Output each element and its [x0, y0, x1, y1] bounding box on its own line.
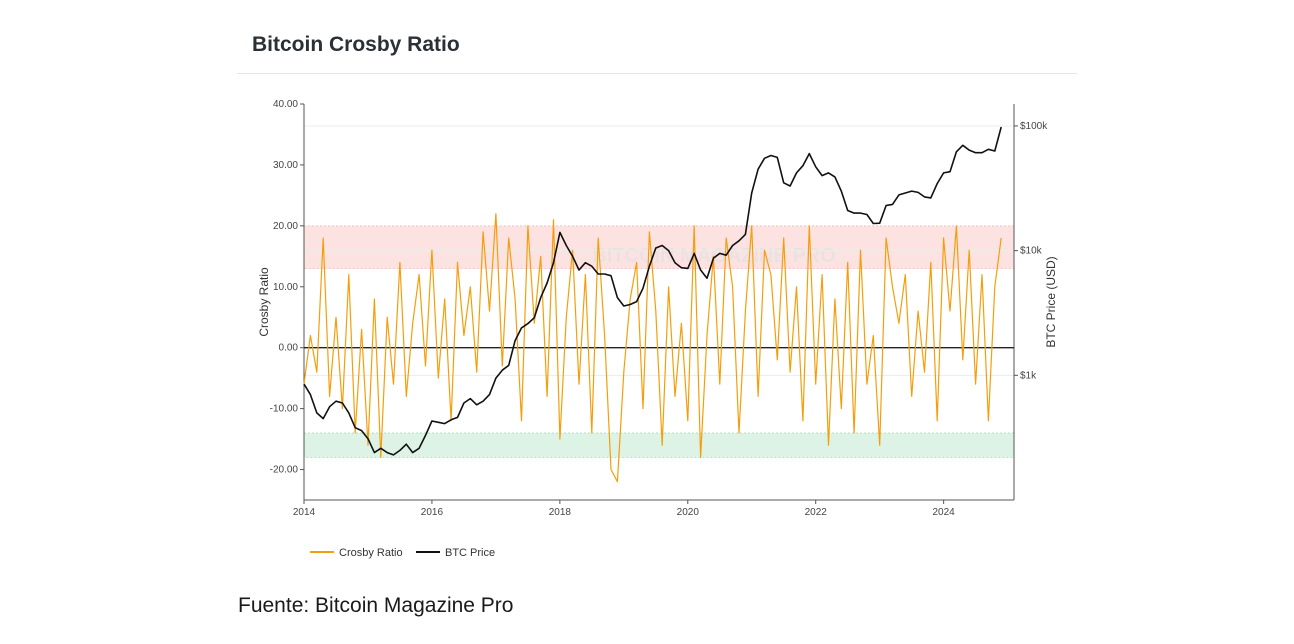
x-tick-label: 2016 — [421, 507, 444, 518]
legend-label: Crosby Ratio — [339, 547, 403, 559]
tick-labels: 2014 2016 2018 2020 2022 2024 40.00 30.00 20.00 1… — [270, 99, 1049, 518]
x-tick-label: 2014 — [293, 507, 316, 518]
y-tick-label-left: -10.00 — [270, 404, 299, 415]
y-axis-left-label: Crosby Ratio — [257, 267, 271, 337]
chart-title: Bitcoin Crosby Ratio — [252, 33, 460, 56]
y-tick-label-left: 20.00 — [273, 221, 298, 232]
y-tick-label-right: $100k — [1020, 121, 1048, 132]
legend: Crosby Ratio BTC Price — [310, 547, 495, 559]
title-divider — [237, 73, 1077, 74]
y-tick-label-left: 30.00 — [273, 160, 298, 171]
axes — [303, 104, 1015, 501]
band-oversold — [303, 432, 1015, 458]
y-axis-right-label: BTC Price (USD) — [1044, 256, 1058, 347]
series-btc-price — [303, 126, 1002, 456]
source-caption: Fuente: Bitcoin Magazine Pro — [238, 594, 514, 617]
x-tick-label: 2024 — [933, 507, 956, 518]
y-tick-label-left: 40.00 — [273, 99, 298, 110]
y-tick-label-right: $1k — [1020, 370, 1037, 381]
x-tick-label: 2018 — [549, 507, 572, 518]
legend-label: BTC Price — [445, 547, 495, 559]
threshold-bands — [303, 225, 1015, 458]
y-tick-label-left: -20.00 — [270, 465, 299, 476]
crosby-ratio-line — [303, 213, 1002, 483]
y-tick-label-left: 10.00 — [273, 282, 298, 293]
grid-lines — [304, 125, 1014, 376]
y-tick-label-right: $10k — [1020, 246, 1043, 257]
x-tick-label: 2020 — [677, 507, 700, 518]
series-crosby-ratio — [303, 213, 1002, 483]
btc-price-line — [303, 126, 1002, 456]
y-tick-label-left: 0.00 — [279, 343, 299, 354]
x-tick-label: 2022 — [805, 507, 828, 518]
